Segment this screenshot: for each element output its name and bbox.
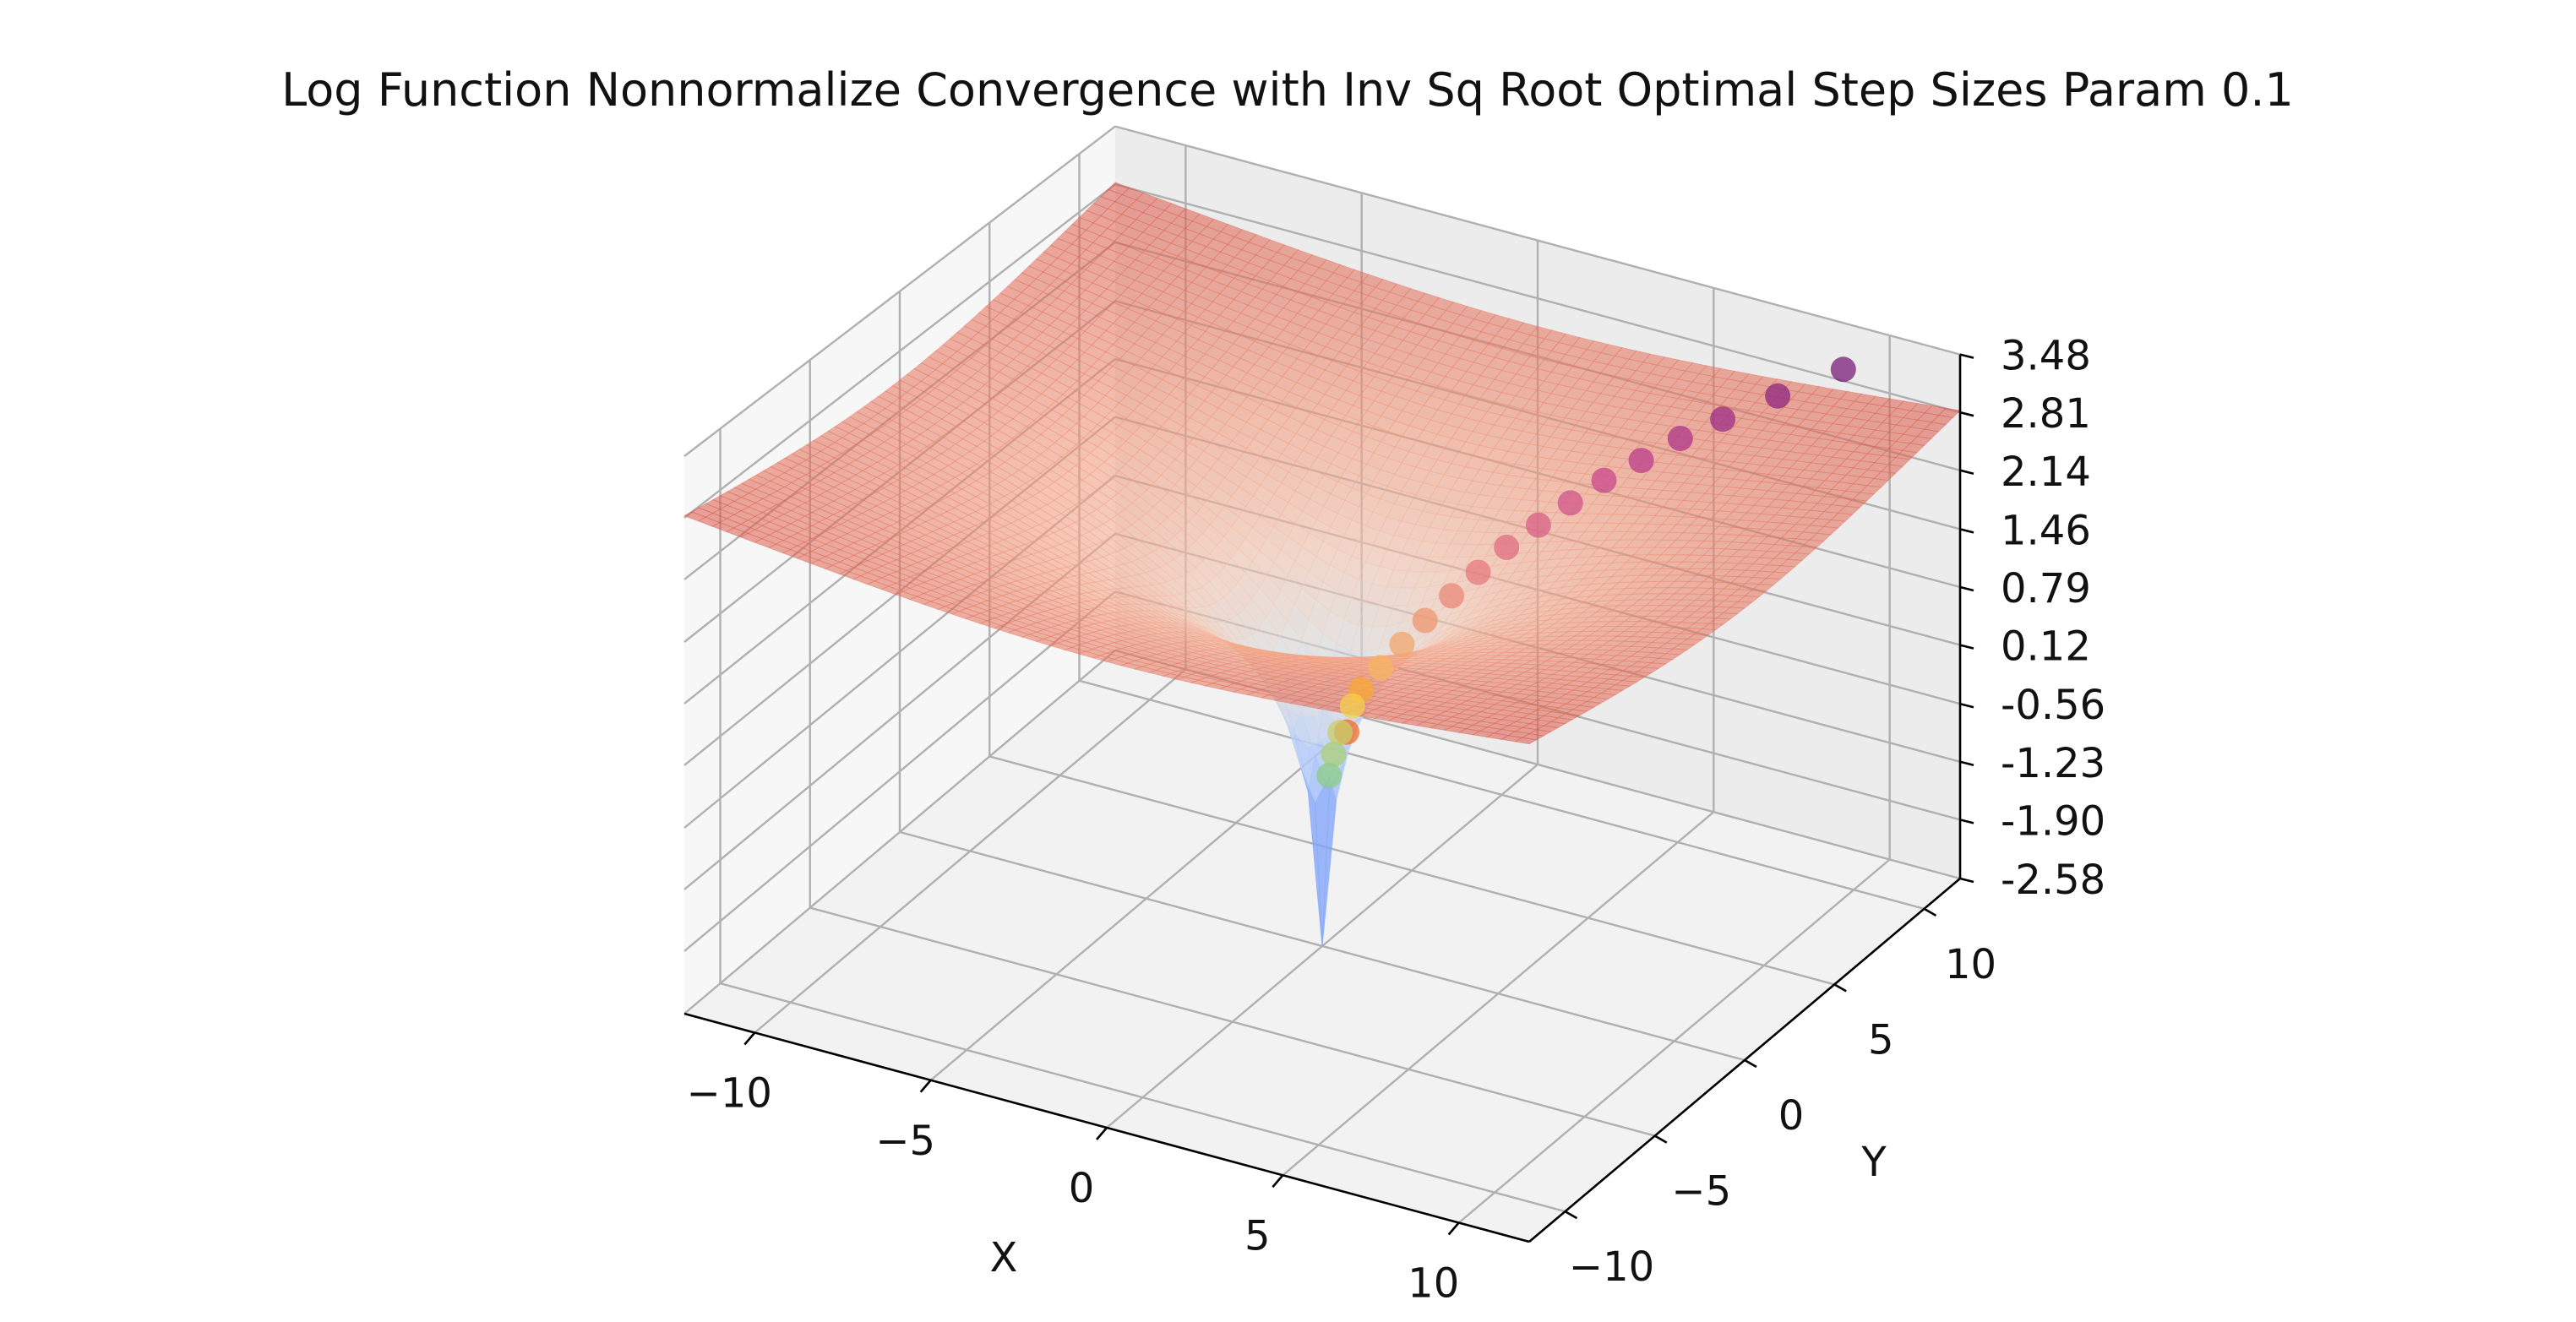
grid-line-y-floor: [809, 906, 1656, 1137]
z-tick-label: 2.81: [2001, 390, 2091, 438]
z-tick-label: 0.79: [2001, 565, 2091, 612]
grid-line-z-left: [683, 650, 1116, 1015]
scatter-point: [1628, 448, 1654, 474]
surface-facet: [1808, 532, 1833, 542]
z-tick-mark: [1959, 353, 1974, 359]
z-tick-label: 2.14: [2001, 449, 2091, 496]
surface-facet: [1865, 477, 1890, 488]
x-tick-label: −10: [687, 1070, 772, 1118]
surface-facet: [1873, 471, 1897, 481]
scatter-point: [1368, 655, 1394, 681]
x-tick-label: −5: [875, 1118, 935, 1165]
grid-line-y-floor: [1079, 679, 1925, 910]
z-tick-label: -0.56: [2001, 682, 2105, 729]
y-tick-mark: [1833, 983, 1847, 993]
grid-line-z-left: [683, 590, 1116, 952]
z-tick-mark: [1959, 585, 1974, 592]
x-tick-mark: [1447, 1221, 1460, 1236]
y-tick-mark: [1923, 907, 1937, 917]
y-tick-label: 5: [1868, 1016, 1894, 1064]
surface-facet: [1859, 485, 1882, 495]
y-axis-label: Y: [1860, 1139, 1887, 1186]
scatter-point: [1327, 720, 1353, 746]
surface-facet: [1923, 422, 1947, 433]
grid-line-y-floor: [720, 982, 1566, 1213]
grid-line-z-left: [683, 183, 1116, 519]
surface-facet: [1801, 539, 1825, 548]
scatter-point: [1830, 356, 1856, 383]
y-tick-mark: [1564, 1210, 1578, 1220]
scatter-point: [1525, 512, 1551, 538]
chart-title: Log Function Nonnormalize Convergence wi…: [281, 63, 2294, 117]
scatter-point: [1591, 467, 1617, 493]
grid-line-z-left: [683, 125, 1116, 457]
scatter-point: [1765, 383, 1791, 409]
z-tick-mark: [1959, 877, 1974, 884]
x-tick-label: 0: [1069, 1165, 1095, 1212]
scatter-point: [1710, 406, 1736, 433]
z-tick-mark: [1959, 819, 1974, 824]
grid-line-z-back: [1114, 125, 1961, 356]
scatter-point: [1412, 607, 1438, 634]
z-tick-label: 1.46: [2001, 507, 2091, 554]
scatter-point: [1465, 559, 1491, 585]
surface-facet: [1773, 565, 1796, 574]
scatter-point: [1439, 583, 1465, 609]
z-tick-label: 0.12: [2001, 623, 2091, 671]
z-tick-mark: [1959, 469, 1974, 476]
x-axis-label: X: [990, 1234, 1018, 1281]
y-tick-label: 10: [1945, 941, 1996, 988]
x-tick-mark: [743, 1031, 756, 1046]
x-tick-label: 5: [1244, 1212, 1271, 1259]
z-tick-label: -2.58: [2001, 857, 2105, 904]
scatter-point: [1667, 426, 1693, 451]
x-tick-label: 10: [1408, 1260, 1459, 1308]
z-tick-mark: [1959, 528, 1974, 534]
z-tick-label: -1.23: [2001, 740, 2105, 787]
z-tick-mark: [1959, 644, 1974, 650]
z-tick-mark: [1959, 702, 1974, 709]
scatter-point: [1339, 693, 1365, 719]
z-tick-label: 3.48: [2001, 333, 2091, 380]
scatter-point: [1557, 490, 1583, 516]
y-tick-label: 0: [1778, 1092, 1805, 1140]
z-tick-mark: [1959, 411, 1974, 417]
z-tick-mark: [1959, 760, 1974, 767]
surface-facet: [1787, 552, 1811, 561]
x-tick-mark: [1096, 1127, 1108, 1140]
x-tick-mark: [1272, 1174, 1284, 1189]
y-tick-mark: [1654, 1134, 1668, 1144]
x-tick-mark: [919, 1079, 932, 1093]
y-tick-label: −5: [1671, 1168, 1731, 1216]
grid-line-z-back: [1114, 183, 1961, 414]
scatter-point: [1321, 741, 1347, 767]
y-tick-label: −10: [1569, 1243, 1654, 1291]
scatter-point: [1316, 763, 1342, 788]
z-tick-label: -1.90: [2001, 797, 2105, 845]
y-tick-mark: [1744, 1058, 1757, 1069]
grid-line-y-floor: [988, 755, 1835, 986]
scatter-point: [1494, 534, 1520, 560]
scatter-point: [1389, 631, 1415, 657]
